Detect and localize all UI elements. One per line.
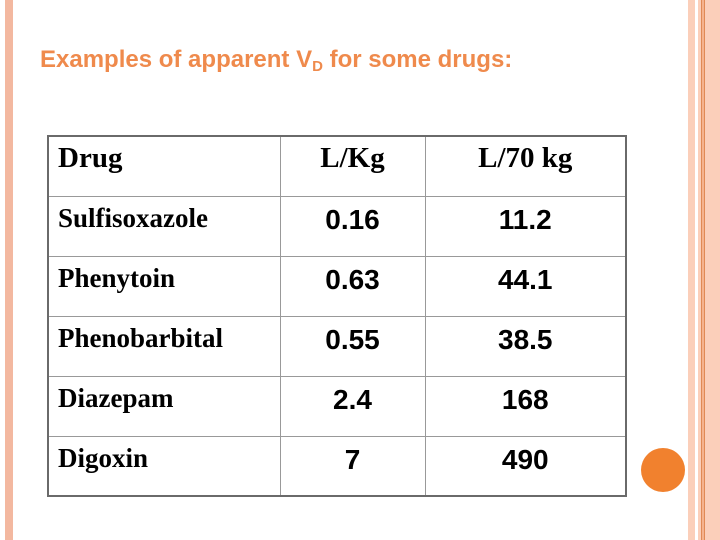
l-per-kg-cell: 7	[279, 435, 426, 497]
l-per-kg-cell: 0.55	[279, 315, 426, 377]
drug-name-cell: Phenobarbital	[47, 315, 281, 377]
l-per-kg-cell: 0.63	[279, 255, 426, 317]
column-header-l-per-70kg: L/70 kg	[424, 135, 627, 197]
right-edge-stripes	[688, 0, 720, 540]
drug-name-cell: Sulfisoxazole	[47, 195, 281, 257]
l-per-kg-cell: 0.16	[279, 195, 426, 257]
l-per-70kg-cell: 168	[424, 375, 627, 437]
table-row: Diazepam 2.4 168	[47, 375, 627, 437]
left-edge-stripe	[5, 0, 13, 540]
table-header-row: Drug L/Kg L/70 kg	[47, 135, 627, 197]
table-row: Digoxin 7 490	[47, 435, 627, 497]
column-header-l-per-kg: L/Kg	[279, 135, 426, 197]
drug-vd-table: Drug L/Kg L/70 kg Sulfisoxazole 0.16 11.…	[47, 135, 627, 497]
slide-title-text: Examples of apparent V	[40, 46, 313, 73]
slide-title-text-suffix: for some drugs:	[322, 46, 513, 73]
column-header-drug: Drug	[47, 135, 281, 197]
table-row: Phenobarbital 0.55 38.5	[47, 315, 627, 377]
l-per-70kg-cell: 44.1	[424, 255, 627, 317]
slide-title: Examples of apparent VD for some drugs:	[40, 44, 540, 82]
drug-name-cell: Phenytoin	[47, 255, 281, 317]
slide-title-subscript: D	[312, 58, 323, 75]
table-row: Sulfisoxazole 0.16 11.2	[47, 195, 627, 257]
l-per-70kg-cell: 490	[424, 435, 627, 497]
drug-name-cell: Diazepam	[47, 375, 281, 437]
l-per-70kg-cell: 38.5	[424, 315, 627, 377]
l-per-kg-cell: 2.4	[279, 375, 426, 437]
decorative-circle	[641, 448, 685, 492]
table-row: Phenytoin 0.63 44.1	[47, 255, 627, 317]
drug-name-cell: Digoxin	[47, 435, 281, 497]
l-per-70kg-cell: 11.2	[424, 195, 627, 257]
